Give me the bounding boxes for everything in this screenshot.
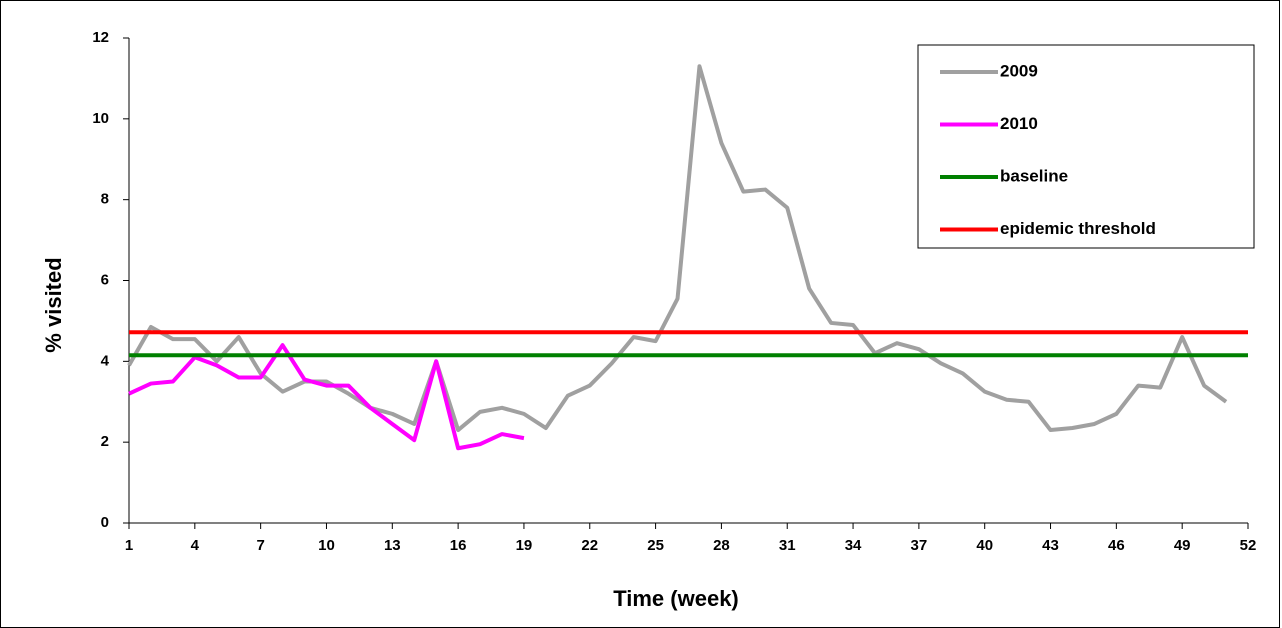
y-tick-label: 0 <box>101 514 109 531</box>
x-tick-label: 40 <box>976 537 993 554</box>
x-tick-label: 52 <box>1240 537 1257 554</box>
x-tick-label: 31 <box>779 537 796 554</box>
x-tick-label: 7 <box>256 537 264 554</box>
line-series <box>128 343 525 451</box>
x-tick-label: 43 <box>1042 537 1059 554</box>
x-tick-label: 28 <box>713 537 730 554</box>
x-tick-label: 49 <box>1174 537 1191 554</box>
y-tick-label: 2 <box>101 433 109 450</box>
legend-label: 2010 <box>1000 114 1038 133</box>
legend-label: epidemic threshold <box>1000 219 1156 238</box>
y-axis-title: % visited <box>41 257 66 352</box>
x-tick-label: 13 <box>384 537 401 554</box>
x-tick-label: 1 <box>125 537 133 554</box>
y-tick-label: 12 <box>92 29 109 46</box>
legend-label: 2009 <box>1000 61 1038 80</box>
y-tick-label: 4 <box>101 352 110 369</box>
x-tick-label: 4 <box>191 537 200 554</box>
x-axis-title: Time (week) <box>613 586 739 611</box>
x-tick-label: 37 <box>911 537 928 554</box>
x-tick-label: 19 <box>516 537 533 554</box>
x-tick-label: 10 <box>318 537 335 554</box>
y-tick-label: 8 <box>101 191 109 208</box>
x-tick-label: 22 <box>581 537 598 554</box>
y-tick-label: 6 <box>101 271 109 288</box>
x-tick-label: 34 <box>845 537 862 554</box>
legend-label: baseline <box>1000 166 1068 185</box>
y-tick-label: 10 <box>92 110 109 127</box>
x-tick-label: 16 <box>450 537 467 554</box>
x-tick-label: 25 <box>647 537 664 554</box>
legend-box <box>917 44 1255 249</box>
x-tick-label: 46 <box>1108 537 1125 554</box>
